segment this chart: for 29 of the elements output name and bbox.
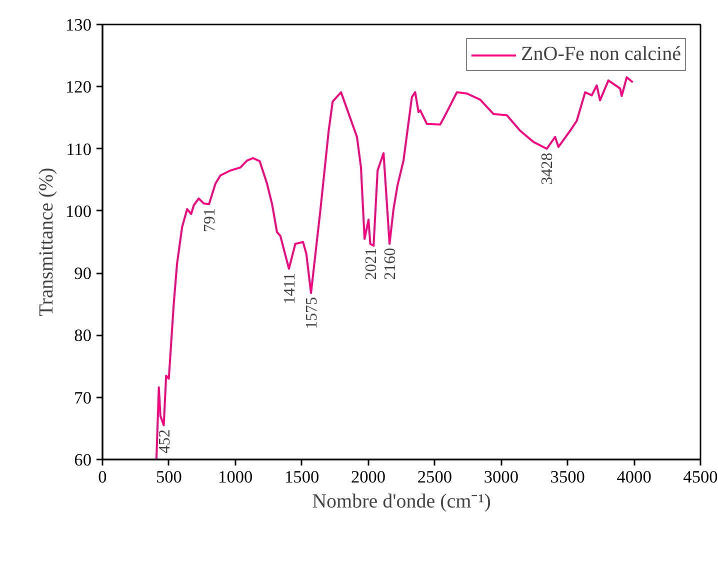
x-tick-label: 4500	[683, 468, 718, 486]
annotation: 2160	[382, 248, 400, 280]
annotation: 1411	[281, 272, 298, 304]
x-tick-label: 0	[98, 468, 107, 486]
x-tick-label: 3500	[550, 468, 585, 486]
annotation: 1575	[304, 296, 321, 329]
annotation: 2021	[362, 248, 380, 280]
y-tick-label: 130	[66, 16, 92, 34]
x-tick-label: 500	[156, 468, 182, 486]
x-axis-title: Nombre d'onde (cm⁻¹)	[312, 490, 491, 512]
y-tick-label: 100	[66, 202, 92, 221]
annotation: 791	[202, 208, 219, 232]
y-tick-label: 80	[74, 326, 92, 346]
x-tick-label: 2500	[417, 468, 452, 486]
y-tick-label: 110	[66, 140, 92, 159]
x-tick-label: 2000	[350, 468, 386, 486]
annotation: 3428	[539, 152, 556, 185]
y-tick-label: 60	[74, 450, 92, 470]
y-tick-label: 120	[66, 78, 92, 97]
y-tick-label: 70	[74, 388, 92, 408]
x-tick-label: 3000	[484, 468, 518, 486]
x-tick-label: 4000	[616, 468, 652, 486]
legend-label: ZnO-Fe non calciné	[521, 43, 681, 66]
y-tick-label: 90	[74, 264, 92, 284]
annotation: 452	[156, 429, 174, 454]
y-axis-title: Transmittance (%)	[36, 168, 58, 316]
line-series	[155, 76, 634, 460]
x-tick-label: 1000	[218, 468, 253, 486]
x-tick-label: 1500	[284, 468, 320, 486]
